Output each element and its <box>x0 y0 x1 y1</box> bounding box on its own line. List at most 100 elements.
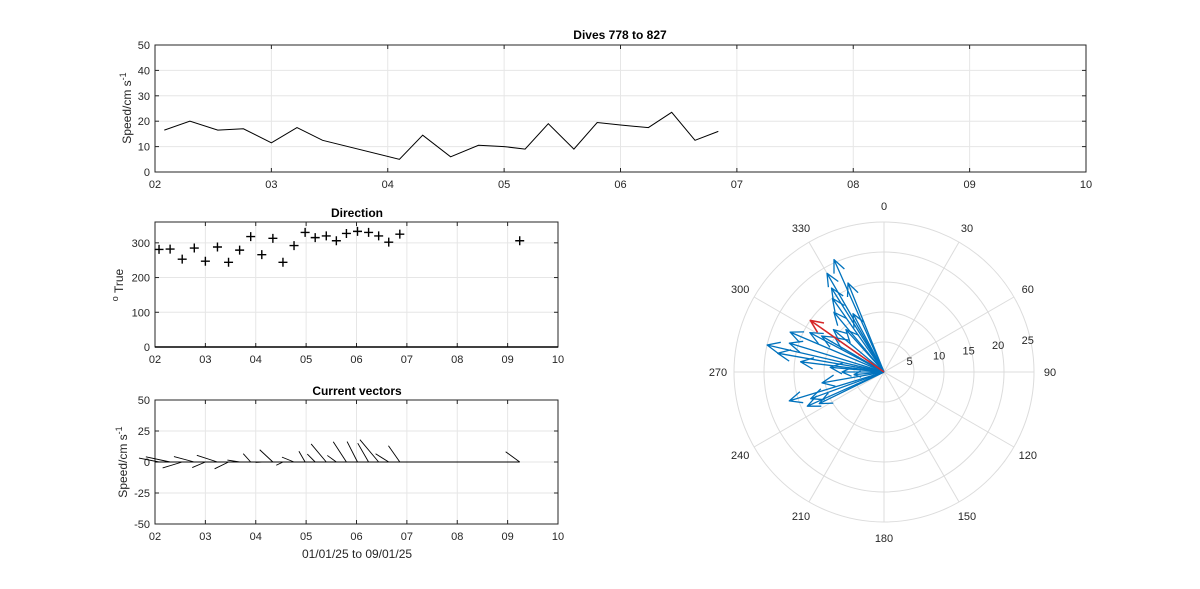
direction-x-tick-label: 04 <box>250 354 262 366</box>
polar-current-arrow <box>852 313 885 373</box>
direction-plus-marker <box>331 236 341 246</box>
polar-current-arrow <box>788 340 885 373</box>
polar-spoke <box>883 371 960 503</box>
direction-plus-marker <box>310 233 320 243</box>
vectors-x-tick-label: 10 <box>552 531 564 543</box>
speed-x-tick-label: 04 <box>382 179 394 191</box>
vector-stick <box>259 449 274 463</box>
direction-x-tick-label: 02 <box>149 354 161 366</box>
direction-plus-marker <box>395 229 405 239</box>
polar-current-arrow <box>776 349 885 373</box>
speed-x-tick-label: 03 <box>265 179 277 191</box>
vectors-x-tick-label: 08 <box>451 531 463 543</box>
vector-stick <box>242 453 252 463</box>
direction-x-tick-label: 07 <box>401 354 413 366</box>
direction-x-tick-label: 10 <box>552 354 564 366</box>
polar-spoke <box>883 296 1015 373</box>
direction-plus-marker <box>154 244 164 254</box>
vector-stick <box>196 454 218 463</box>
vector-stick <box>346 441 358 463</box>
vectors-x-tick-label: 06 <box>350 531 362 543</box>
vector-stick <box>173 456 195 463</box>
direction-plus-marker <box>235 245 245 255</box>
direction-plus-marker <box>300 227 310 237</box>
vectors-y-tick-label: 25 <box>138 426 150 438</box>
speed-y-tick-label: 20 <box>138 116 150 128</box>
polar-angle-label: 60 <box>1022 284 1034 296</box>
vectors-x-tick-label: 04 <box>250 531 262 543</box>
vector-stick <box>306 453 316 463</box>
vector-stick <box>388 445 401 463</box>
vectors-panel: Current vectors 02 03 04 05 06 07 08 09 10 -50 -25… <box>114 384 564 561</box>
direction-plus-marker <box>384 237 394 247</box>
vectors-y-tick-label: -25 <box>134 488 150 500</box>
speed-chart-title: Dives 778 to 827 <box>573 28 667 42</box>
speed-y-tick-label: 0 <box>144 167 150 179</box>
polar-current-arrow <box>826 272 885 373</box>
vectors-x-tick-label: 07 <box>401 531 413 543</box>
vectors-x-tick-label: 09 <box>502 531 514 543</box>
direction-plus-marker <box>224 257 234 267</box>
polar-angle-label: 270 <box>709 367 727 379</box>
direction-x-tick-label: 05 <box>300 354 312 366</box>
polar-angle-label: 330 <box>792 223 810 235</box>
vector-stick <box>310 443 327 463</box>
polar-current-arrow <box>766 341 885 373</box>
polar-radius-label: 10 <box>933 351 945 363</box>
speed-x-tick-label: 02 <box>149 179 161 191</box>
polar-radius-label: 5 <box>906 356 912 368</box>
direction-y-tick-label: 100 <box>132 307 150 319</box>
polar-angle-label: 150 <box>958 511 976 523</box>
vector-stick <box>214 461 229 470</box>
polar-current-arrow <box>810 371 885 401</box>
vector-stick <box>298 451 306 463</box>
vectors-chart-title: Current vectors <box>312 384 402 398</box>
direction-plus-marker <box>257 250 267 260</box>
vector-stick <box>359 439 380 463</box>
vectors-y-tick-label: -50 <box>134 519 150 531</box>
polar-current-arrow <box>829 362 885 375</box>
vector-stick <box>505 451 520 463</box>
polar-angle-label: 300 <box>731 284 749 296</box>
speed-y-tick-label: 40 <box>138 65 150 77</box>
direction-x-tick-label: 06 <box>350 354 362 366</box>
speed-x-tick-label: 05 <box>498 179 510 191</box>
speed-y-tick-label: 50 <box>138 40 150 52</box>
speed-x-tick-label: 07 <box>731 179 743 191</box>
direction-y-tick-label: 300 <box>132 238 150 250</box>
vector-stick <box>357 442 369 463</box>
vector-stick <box>281 456 295 463</box>
direction-plus-marker <box>177 254 187 264</box>
speed-y-tick-label: 30 <box>138 91 150 103</box>
vector-stick <box>145 456 171 463</box>
vectors-y-axis-label: Speed/cm s-1 <box>114 426 130 497</box>
polar-current-arrow <box>846 282 885 373</box>
direction-plus-marker <box>200 256 210 266</box>
direction-plus-marker <box>289 241 299 251</box>
polar-current-arrow <box>789 331 885 373</box>
direction-plus-marker <box>246 232 256 242</box>
speed-series-line <box>164 111 719 160</box>
polar-angle-label: 30 <box>961 223 973 235</box>
vectors-x-axis-label: 01/01/25 to 09/01/25 <box>302 547 412 561</box>
speed-x-tick-label: 09 <box>964 179 976 191</box>
direction-plus-marker <box>165 244 175 254</box>
vector-stick <box>375 453 389 463</box>
vectors-x-tick-label: 02 <box>149 531 161 543</box>
speed-y-axis-label: Speed/cm s-1 <box>118 72 134 143</box>
polar-current-arrow <box>818 371 885 405</box>
speed-x-tick-label: 10 <box>1080 179 1092 191</box>
direction-plus-marker <box>364 227 374 237</box>
vector-stick <box>227 459 240 463</box>
polar-angle-label: 90 <box>1044 367 1056 379</box>
direction-x-tick-label: 09 <box>502 354 514 366</box>
direction-x-tick-label: 03 <box>199 354 211 366</box>
polar-spoke <box>883 371 1015 448</box>
speed-x-tick-label: 08 <box>847 179 859 191</box>
vectors-x-tick-label: 03 <box>199 531 211 543</box>
polar-current-arrow <box>821 371 885 387</box>
vector-stick <box>162 461 183 469</box>
polar-angle-label: 120 <box>1019 450 1037 462</box>
